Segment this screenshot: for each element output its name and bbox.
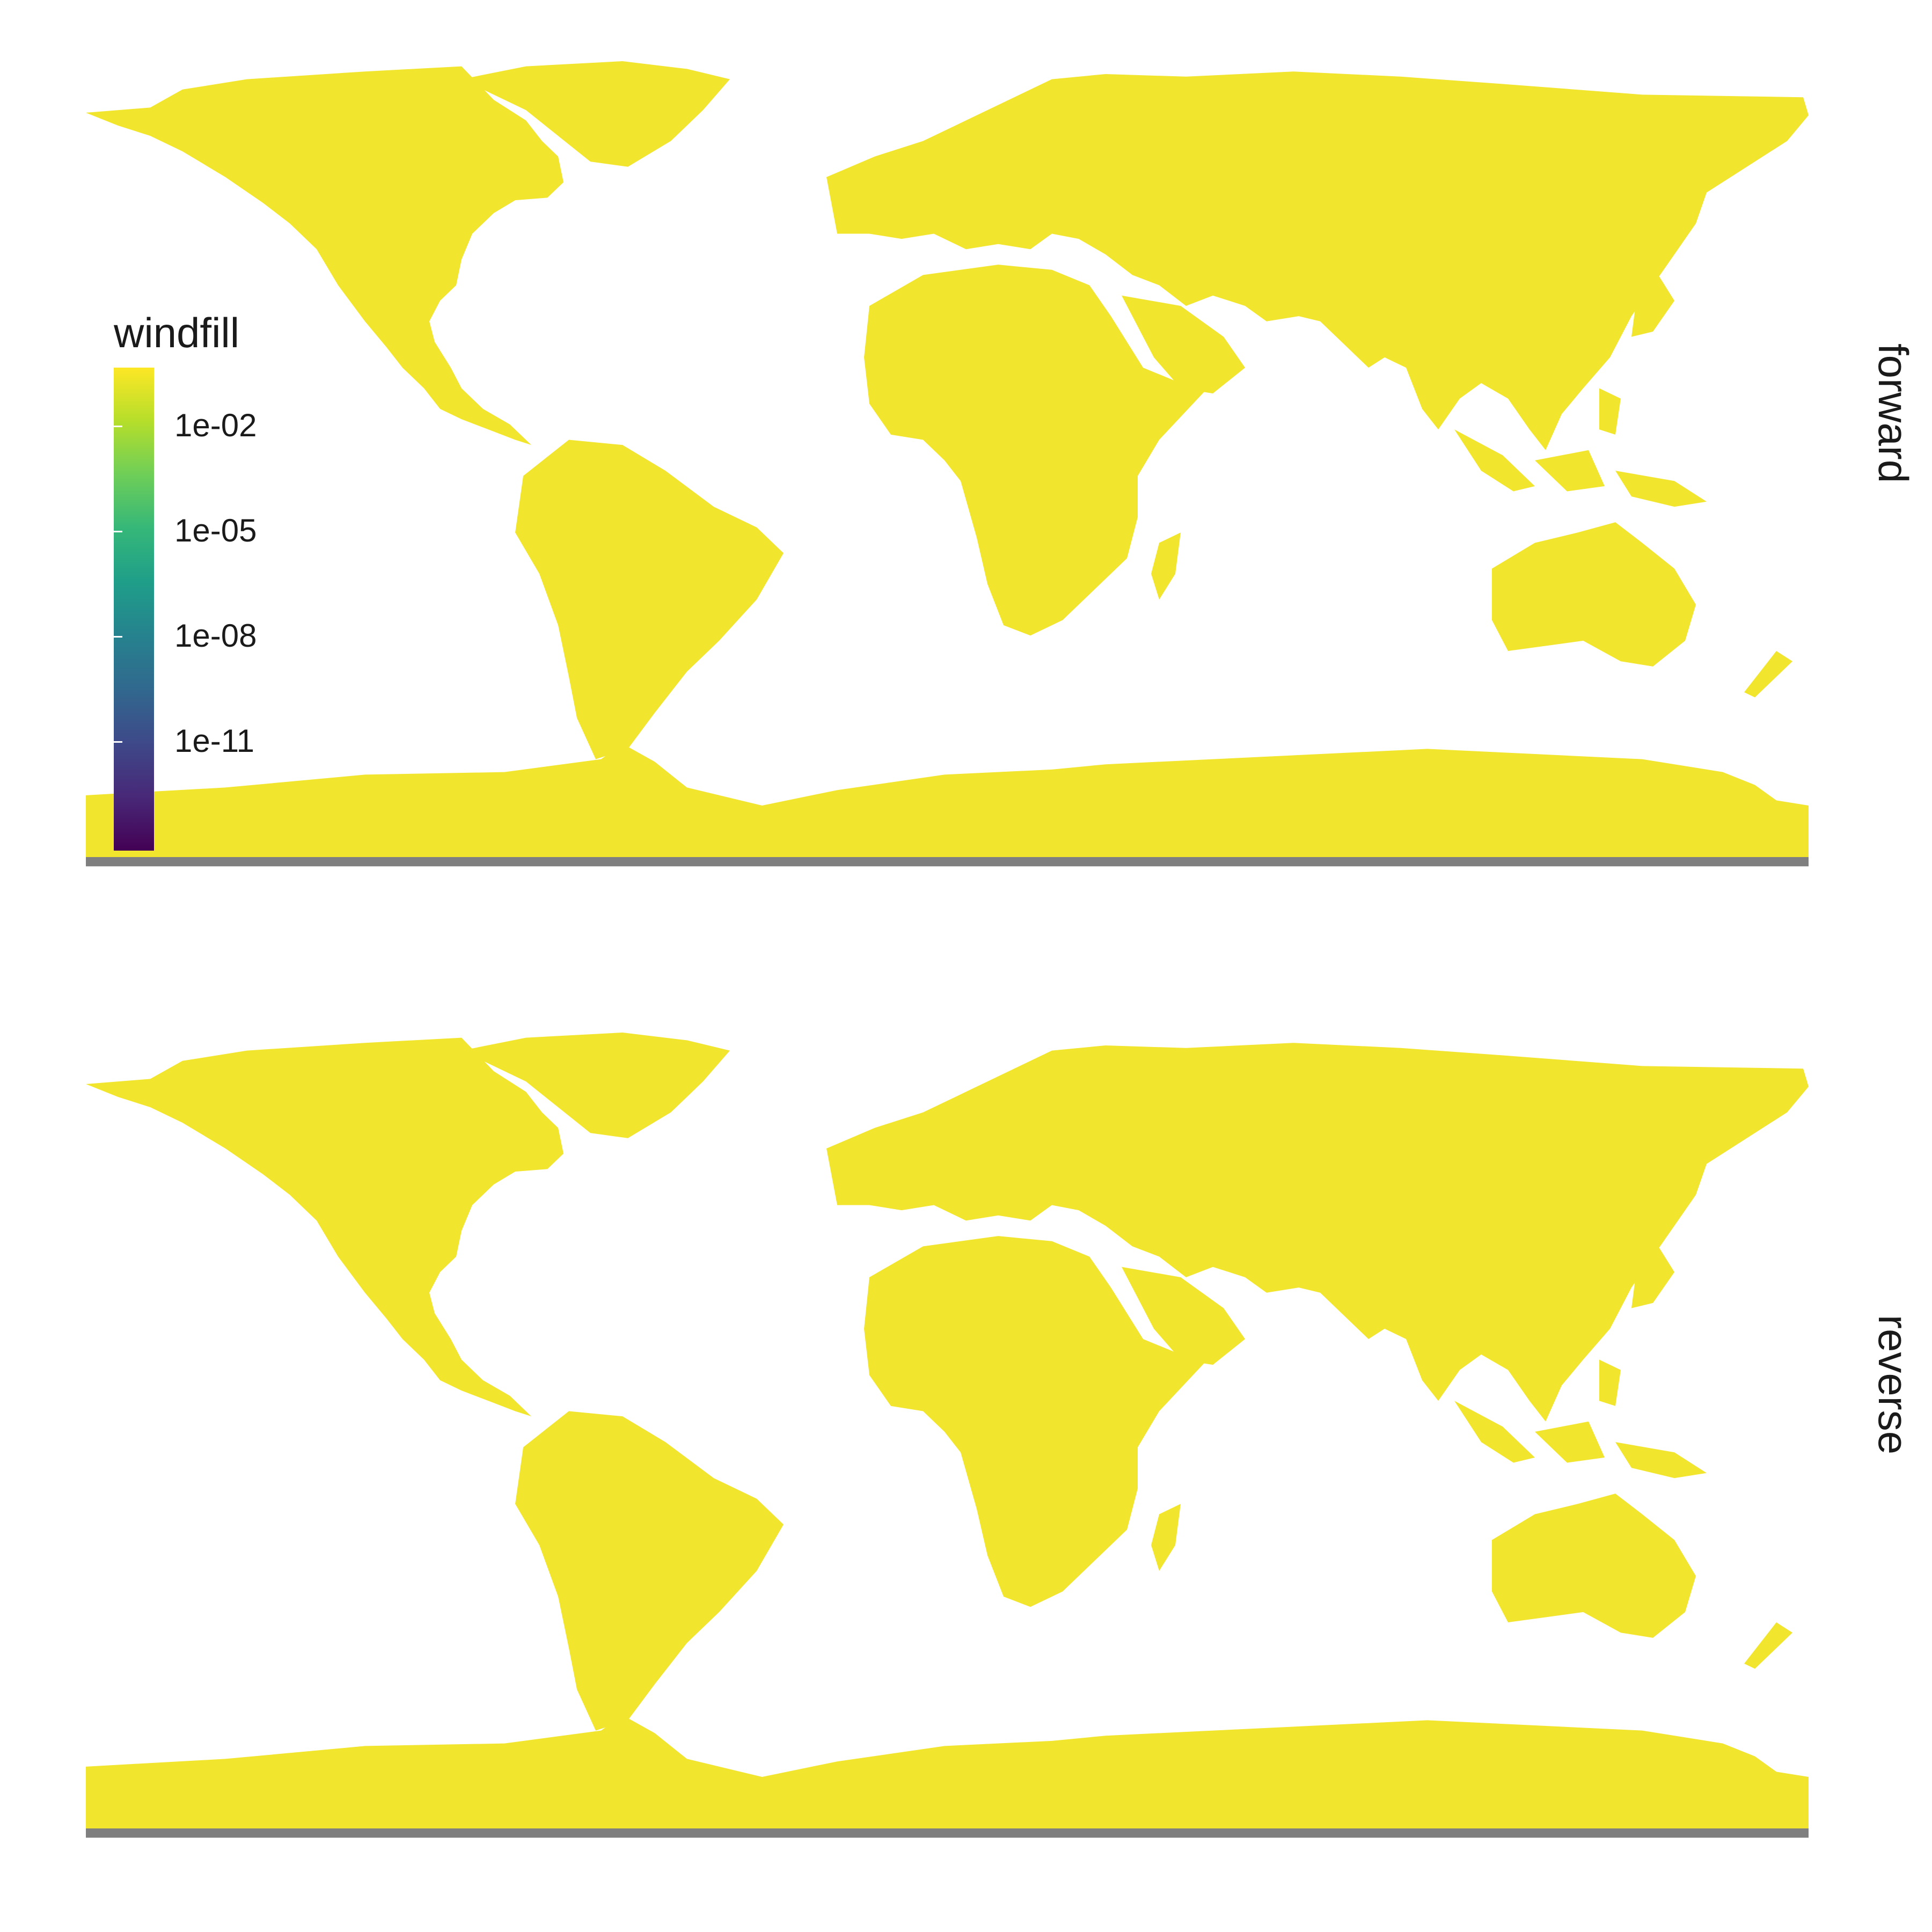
legend-tick-label: 1e-08 bbox=[174, 618, 257, 654]
legend-title: windfill bbox=[114, 309, 240, 356]
legend-tick-mark bbox=[157, 636, 166, 638]
south-edge-band-forward bbox=[86, 857, 1809, 867]
land-reverse bbox=[86, 1032, 1809, 1829]
legend-tick-label: 1e-02 bbox=[174, 407, 257, 443]
legend-tick-label: 1e-05 bbox=[174, 513, 257, 548]
facet-label-forward: forward bbox=[1870, 343, 1917, 484]
legend-tick-mark bbox=[157, 531, 166, 532]
legend-tick-label: 1e-11 bbox=[174, 723, 255, 759]
legend-colorbar bbox=[114, 368, 154, 851]
world-map-forward bbox=[86, 61, 1809, 867]
legend-tick-mark bbox=[114, 636, 122, 638]
legend-tick-mark bbox=[114, 426, 122, 427]
legend: windfill 1e-02 1e-05 1e-08 1e-11 bbox=[110, 298, 335, 867]
legend-tick-mark bbox=[157, 426, 166, 427]
legend-tick-mark bbox=[157, 741, 166, 743]
legend-tick-mark bbox=[114, 741, 122, 743]
facet-label-reverse: reverse bbox=[1870, 1314, 1917, 1455]
land-forward bbox=[86, 61, 1809, 858]
map-panel-reverse bbox=[86, 1020, 1809, 1854]
world-map-reverse bbox=[86, 1032, 1809, 1838]
map-panel-forward bbox=[86, 48, 1809, 883]
south-edge-band-reverse bbox=[86, 1828, 1809, 1838]
legend-tick-mark bbox=[114, 531, 122, 532]
